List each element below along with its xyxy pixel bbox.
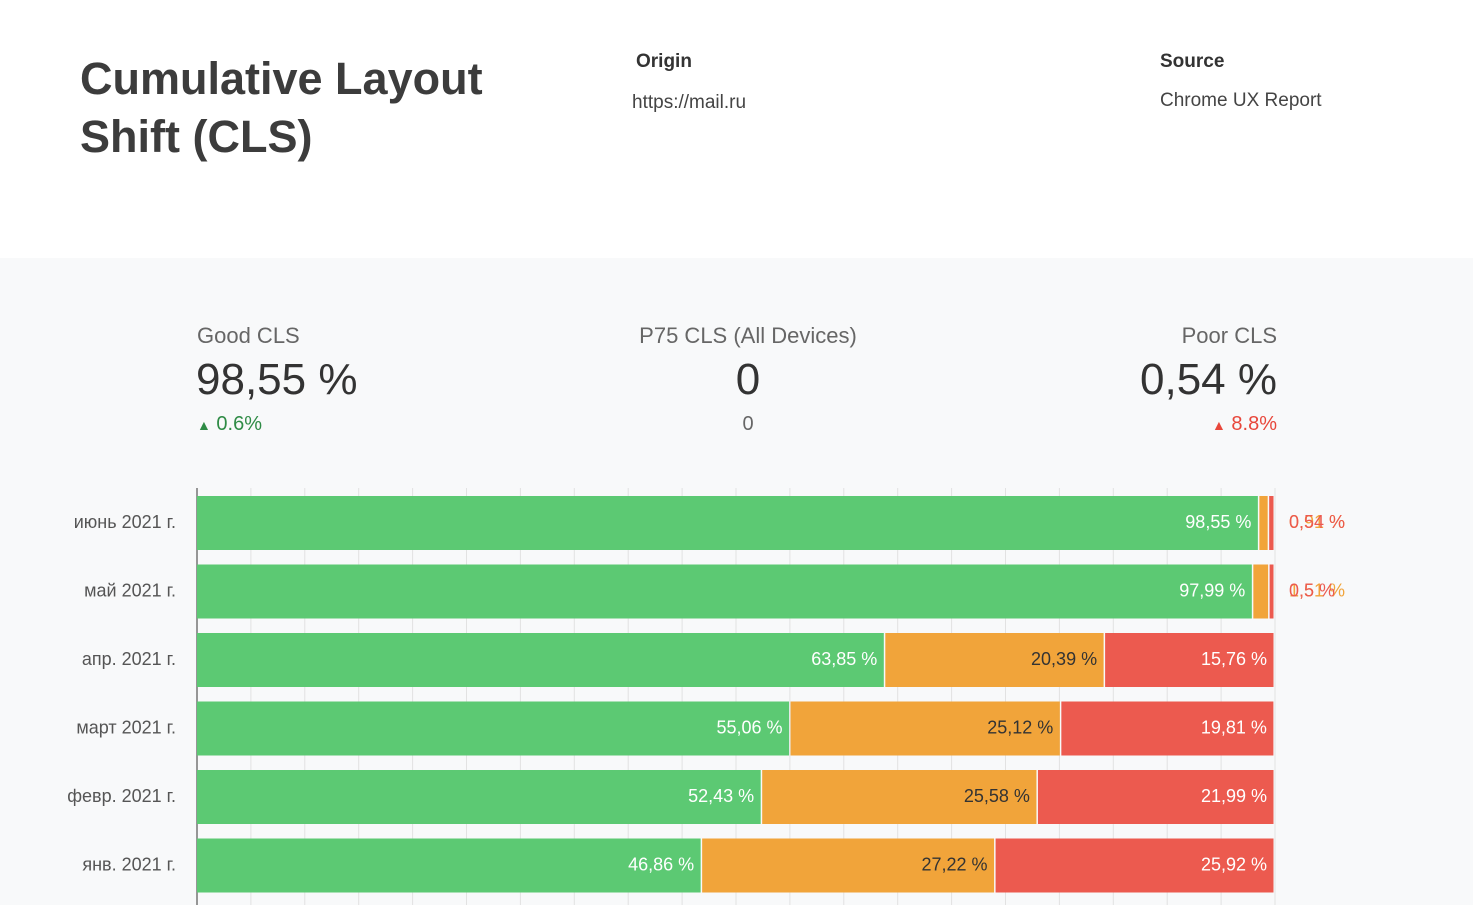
data-label: 46,86 % xyxy=(628,854,694,874)
scorecard-label: Good CLS xyxy=(197,323,300,348)
data-label: 25,92 % xyxy=(1201,854,1267,874)
data-label: 0,5 % xyxy=(1289,580,1335,600)
scorecard-label: Poor CLS xyxy=(1181,323,1277,348)
data-label: 20,39 % xyxy=(1031,649,1097,669)
bar-segment xyxy=(790,701,1060,756)
bar-segment xyxy=(197,838,701,893)
data-label: 19,81 % xyxy=(1201,717,1267,737)
bar-segment xyxy=(995,838,1274,893)
data-label: 21,99 % xyxy=(1201,786,1267,806)
scorecard-value: 0 xyxy=(735,355,761,404)
bar-segment xyxy=(885,633,1104,687)
bar-segment xyxy=(1105,633,1274,687)
data-label: 63,85 % xyxy=(811,649,877,669)
y-tick-label: янв. 2021 г. xyxy=(82,854,176,874)
data-label: 25,12 % xyxy=(987,717,1053,737)
y-tick-label: март 2021 г. xyxy=(76,717,176,737)
y-tick-label: май 2021 г. xyxy=(84,580,176,600)
y-tick-label: июнь 2021 г. xyxy=(74,512,176,532)
bar-segment xyxy=(197,770,761,824)
data-label: 27,22 % xyxy=(922,854,988,874)
up-arrow: ▲ xyxy=(197,417,211,433)
source-value: Chrome UX Report xyxy=(1160,90,1322,111)
data-label: 0,91 % xyxy=(1289,512,1345,532)
bar-segment xyxy=(702,838,995,893)
up-arrow: ▲ xyxy=(1211,417,1226,433)
source-label: Source xyxy=(1160,51,1225,72)
bar-segment xyxy=(1253,564,1269,619)
scorecard-delta: ▲ 8.8% xyxy=(877,413,1277,436)
bar-segment xyxy=(1037,770,1274,824)
scorecard-delta: ▲ 0.6% xyxy=(197,413,262,436)
data-label: 98,55 % xyxy=(1185,512,1251,532)
bar-segment xyxy=(1259,496,1268,550)
bar-segment xyxy=(197,564,1252,619)
data-label: 1,51 % xyxy=(1289,580,1345,600)
data-label: 0,54 % xyxy=(1289,512,1345,532)
delta-text: 8.8% xyxy=(1231,413,1277,435)
origin-label: Origin xyxy=(636,51,692,72)
bar-segment xyxy=(197,633,884,687)
data-label: 97,99 % xyxy=(1179,580,1245,600)
y-tick-label: февр. 2021 г. xyxy=(67,786,176,806)
page-title: Cumulative Layout Shift (CLS) xyxy=(80,53,483,162)
bar-segment xyxy=(1269,496,1274,550)
bar-segment xyxy=(1061,701,1274,756)
bar-segment xyxy=(1269,564,1274,619)
bar-segment xyxy=(762,770,1037,824)
scorecard-value: 0,54 % xyxy=(1140,355,1277,404)
delta-text: 0.6% xyxy=(216,413,263,435)
bar-segment xyxy=(197,496,1258,550)
scorecard-value: 98,55 % xyxy=(196,355,358,404)
origin-value: https://mail.ru xyxy=(632,92,747,113)
chart: июнь 2021 г. 98,55 % 0,91 %0,54 % май 2021 … xyxy=(67,488,1345,905)
scorecard-delta: 0 xyxy=(742,413,754,435)
y-tick-label: апр. 2021 г. xyxy=(82,649,176,669)
scorecard-label: P75 CLS (All Devices) xyxy=(639,323,857,348)
data-label: 25,58 % xyxy=(964,786,1030,806)
data-label: 15,76 % xyxy=(1201,649,1267,669)
data-label: 52,43 % xyxy=(688,786,754,806)
bar-segment xyxy=(197,701,790,756)
data-label: 55,06 % xyxy=(716,717,782,737)
